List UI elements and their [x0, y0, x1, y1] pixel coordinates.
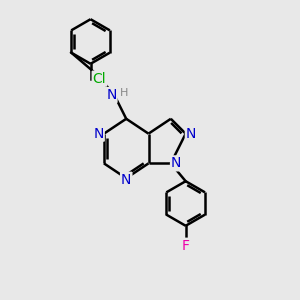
Text: F: F [182, 239, 190, 253]
Text: N: N [186, 127, 196, 141]
Text: N: N [93, 127, 104, 141]
Text: N: N [106, 88, 116, 102]
Text: Cl: Cl [93, 72, 106, 86]
Text: H: H [120, 88, 128, 98]
Text: N: N [171, 156, 181, 170]
Text: N: N [121, 173, 131, 187]
